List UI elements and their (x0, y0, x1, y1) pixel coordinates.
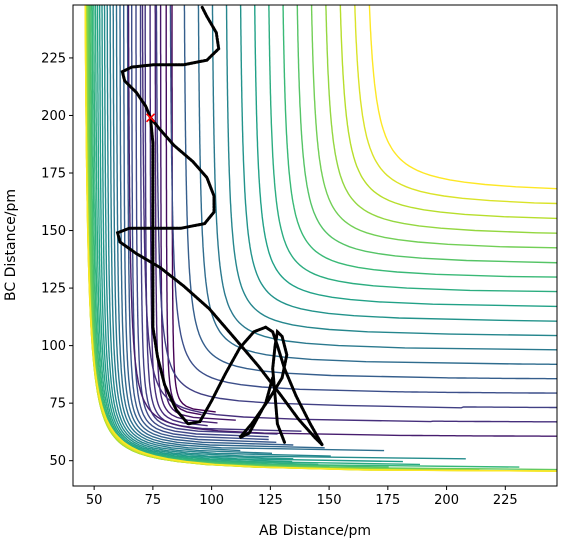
x-tick-label: 225 (493, 493, 518, 508)
x-tick-label: 150 (317, 493, 342, 508)
y-tick-label: 75 (49, 397, 66, 412)
x-tick-label: 125 (258, 493, 283, 508)
y-axis-ticks: 50 75 100 125 150 175 200 225 (41, 51, 73, 469)
x-tick-label: 100 (199, 493, 224, 508)
y-tick-label: 50 (49, 454, 66, 469)
y-tick-label: 100 (41, 339, 66, 354)
y-tick-label: 150 (41, 224, 66, 239)
y-tick-label: 175 (41, 167, 66, 182)
x-tick-label: 50 (86, 493, 103, 508)
x-axis-ticks: 50 75 100 125 150 175 200 225 (86, 486, 518, 508)
x-tick-label: 200 (434, 493, 459, 508)
x-tick-label: 175 (375, 493, 400, 508)
y-tick-label: 225 (41, 51, 66, 66)
x-tick-label: 75 (145, 493, 162, 508)
x-axis-label: AB Distance/pm (259, 523, 371, 539)
y-tick-label: 200 (41, 109, 66, 124)
y-axis-label: BC Distance/pm (3, 189, 19, 301)
y-tick-label: 125 (41, 282, 66, 297)
